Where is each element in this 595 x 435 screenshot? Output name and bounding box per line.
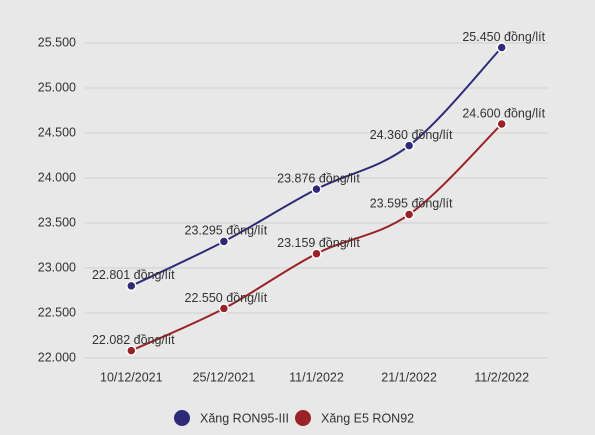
x-tick-label: 21/1/2022 <box>381 370 437 384</box>
legend-marker <box>295 410 311 426</box>
data-label: 25.450 đồng/lít <box>462 30 545 44</box>
data-point <box>126 345 137 356</box>
data-point <box>403 209 415 220</box>
legend-label: Xăng E5 RON92 <box>321 411 414 425</box>
data-label: 22.082 đồng/lít <box>92 333 175 347</box>
data-point <box>126 280 137 292</box>
y-tick-label: 24.500 <box>38 125 76 139</box>
data-label: 23.595 đồng/lít <box>370 197 453 211</box>
data-point <box>311 183 322 195</box>
data-point <box>218 303 230 314</box>
y-tick-label: 25.500 <box>38 35 76 49</box>
y-tick-label: 23.500 <box>38 215 76 229</box>
legend-label: Xăng RON95-III <box>200 411 289 425</box>
y-tick-label: 25.000 <box>38 80 76 94</box>
data-label: 24.600 đồng/lít <box>462 106 545 120</box>
y-tick-label: 22.000 <box>38 350 76 364</box>
data-label: 24.360 đồng/lít <box>370 128 453 142</box>
x-tick-label: 11/1/2022 <box>289 370 344 384</box>
data-point <box>496 42 507 53</box>
data-label: 22.801 đồng/lít <box>92 268 175 282</box>
legend-marker <box>174 410 190 426</box>
data-label: 23.159 đồng/lít <box>277 236 360 250</box>
x-tick-label: 25/12/2021 <box>193 370 256 384</box>
y-tick-label: 24.000 <box>38 170 76 184</box>
data-label: 23.876 đồng/lít <box>277 171 360 185</box>
x-tick-label: 11/2/2022 <box>474 370 529 384</box>
y-tick-label: 23.000 <box>38 260 76 274</box>
data-point <box>218 236 230 247</box>
data-label: 23.295 đồng/lít <box>185 224 268 238</box>
y-tick-label: 22.500 <box>38 305 76 319</box>
data-label: 22.550 đồng/lít <box>185 291 268 305</box>
data-point <box>403 140 415 151</box>
data-point <box>496 118 507 130</box>
data-point <box>311 248 322 259</box>
x-tick-label: 10/12/2021 <box>100 370 163 384</box>
